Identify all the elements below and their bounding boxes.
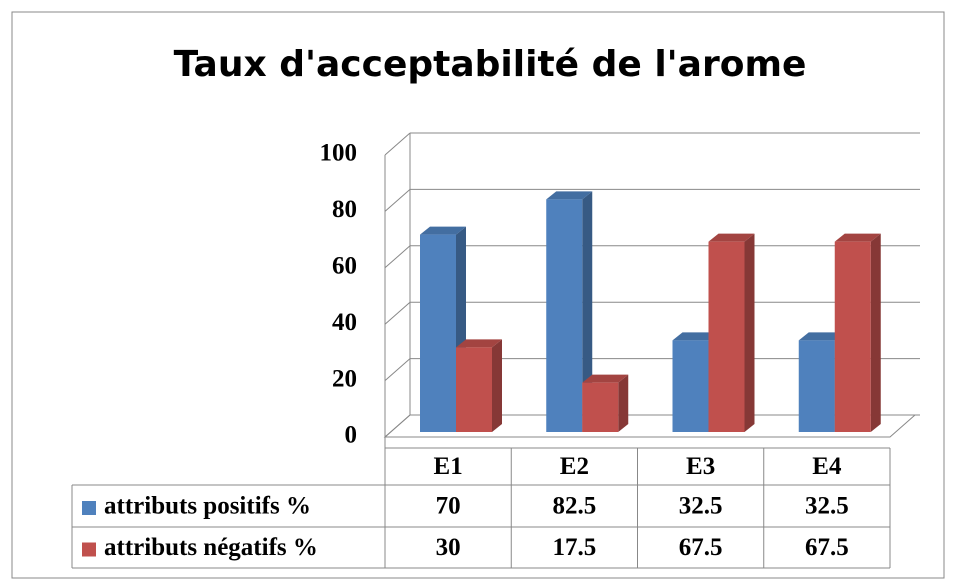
legend-label: attributs négatifs % (104, 534, 318, 561)
grid-line-side (384, 245, 411, 269)
bar (798, 340, 835, 432)
bar-top (546, 191, 593, 200)
y-tick-label: 0 (345, 422, 358, 449)
bar-side (582, 191, 593, 432)
bar (672, 340, 709, 432)
bar-top (420, 226, 466, 235)
bar (582, 382, 619, 432)
bar-top (582, 374, 629, 383)
bar (834, 241, 871, 432)
x-tick-label: E2 (560, 453, 589, 480)
bar-top (672, 332, 719, 341)
legend-label: attributs positifs % (104, 493, 311, 520)
grid-line-side (384, 301, 411, 325)
table-value: 67.5 (805, 534, 849, 561)
bar-side (618, 374, 629, 432)
table-value: 82.5 (553, 493, 597, 520)
grid-line-side (384, 414, 411, 438)
bar-top (834, 233, 881, 242)
grid-line-side (384, 358, 411, 381)
x-tick-label: E4 (812, 453, 842, 480)
y-tick-label: 100 (320, 140, 358, 167)
grid-line-side (384, 132, 411, 156)
y-tick-label: 20 (332, 365, 357, 392)
bar (708, 241, 745, 432)
grid-line-side (384, 189, 411, 212)
y-tick-label: 40 (332, 309, 357, 336)
bar (546, 199, 583, 432)
x-tick-label: E3 (686, 453, 715, 480)
bar-top (708, 233, 755, 242)
table-value: 17.5 (553, 534, 597, 561)
y-tick-label: 60 (332, 253, 357, 280)
legend-swatch (82, 501, 96, 515)
bar-side (744, 233, 755, 432)
table-value: 67.5 (679, 534, 723, 561)
bar-top (456, 339, 502, 348)
bar-top (798, 332, 845, 341)
bar (420, 234, 456, 432)
legend-swatch (82, 542, 96, 557)
chart-border (11, 11, 945, 579)
bar-side (492, 339, 502, 432)
table-value: 32.5 (679, 493, 723, 520)
x-tick-label: E1 (434, 453, 463, 480)
chart-title: Taux d'acceptabilité de l'arome (174, 44, 807, 85)
table-value: 30 (436, 534, 461, 561)
table-value: 32.5 (805, 493, 849, 520)
bar-side (870, 233, 881, 432)
table-value: 70 (436, 493, 461, 520)
y-tick-label: 80 (332, 196, 357, 223)
bar (456, 347, 492, 432)
